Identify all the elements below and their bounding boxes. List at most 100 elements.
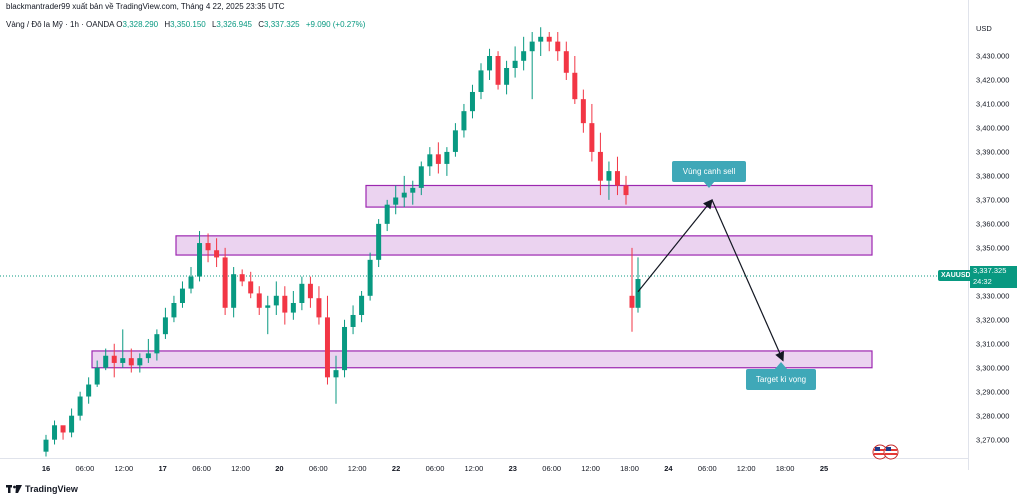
candle-body	[179, 288, 185, 303]
candle-body	[111, 355, 117, 363]
candle-body	[376, 223, 382, 260]
time-tick: 12:00	[464, 464, 484, 473]
zones-layer	[91, 184, 873, 369]
price-tick: 3,300.000	[976, 363, 1010, 373]
time-tick: 06:00	[542, 464, 562, 473]
time-tick: 20	[275, 464, 284, 473]
candle-body	[521, 51, 527, 61]
candle-body	[350, 314, 356, 327]
candle-body	[410, 187, 416, 193]
candle-body	[538, 36, 544, 42]
time-tick: 06:00	[75, 464, 95, 473]
candle-body	[401, 192, 407, 198]
footer-brand[interactable]: TradingView	[6, 484, 78, 494]
candle-body	[529, 41, 535, 52]
candle-body	[69, 415, 75, 433]
us-events-icon[interactable]	[872, 444, 900, 460]
candle-body	[256, 293, 262, 308]
candle-body	[94, 367, 100, 385]
price-tick: 3,290.000	[976, 387, 1010, 397]
price-tick: 3,270.000	[976, 435, 1010, 445]
candle-body	[324, 317, 330, 378]
candle-body	[495, 56, 501, 85]
target-callout-pointer	[775, 362, 787, 369]
candle-body	[188, 276, 194, 289]
candle-body	[546, 36, 552, 42]
symbol-description[interactable]: Vàng / Đô la Mỹ · 1h · OANDA	[6, 20, 115, 29]
publisher-line: blackmantrader99 xuất bản về TradingView…	[6, 2, 285, 11]
time-tick: 06:00	[425, 464, 445, 473]
candle-body	[461, 111, 467, 131]
time-tick: 23	[508, 464, 517, 473]
candle-body	[555, 41, 561, 52]
candle-body	[427, 154, 433, 167]
time-tick: 12:00	[581, 464, 600, 473]
candle-body	[52, 425, 58, 440]
candle-body	[614, 171, 620, 186]
price-axis[interactable]	[968, 0, 1024, 470]
price-tick: 3,430.000	[976, 51, 1010, 61]
candle-body	[307, 283, 313, 299]
candle-body	[86, 384, 92, 397]
candle-body	[282, 295, 288, 313]
target-callout[interactable]: Target kì vọng	[746, 369, 816, 390]
time-tick: 06:00	[192, 464, 211, 473]
candles-layer	[43, 27, 641, 457]
candle-body	[384, 204, 390, 224]
candle-body	[299, 283, 305, 303]
candle-body	[273, 295, 279, 306]
candle-body	[469, 91, 475, 112]
candle-body	[580, 99, 586, 124]
candle-body	[120, 358, 126, 363]
price-zone[interactable]	[91, 350, 873, 369]
ohlc-legend: Vàng / Đô la Mỹ · 1h · OANDA O3,328.290 …	[6, 20, 369, 29]
symbol-price-tag: XAUUSD	[938, 270, 974, 281]
candle-body	[478, 70, 484, 92]
candle-body	[128, 358, 134, 366]
close-value: 3,337.325	[264, 20, 300, 29]
candle-body	[60, 425, 66, 433]
last-price-tag: 3,337.325 24:32	[970, 266, 1017, 288]
candle-body	[231, 274, 237, 308]
time-tick: 22	[391, 464, 401, 473]
candle-body	[316, 298, 322, 318]
open-value: 3,328.290	[122, 20, 159, 29]
candle-body	[597, 151, 603, 181]
time-tick: 24	[664, 464, 673, 473]
change-value: +9.090 (+0.27%)	[305, 20, 366, 29]
price-tick: 3,320.000	[976, 315, 1010, 325]
currency-label[interactable]: USD	[976, 24, 992, 33]
time-axis[interactable]	[0, 458, 968, 473]
price-tick: 3,420.000	[976, 75, 1010, 85]
candle-body	[367, 259, 373, 296]
candle-body	[197, 243, 203, 277]
price-tick: 3,390.000	[976, 147, 1010, 157]
price-tick: 3,350.000	[976, 243, 1010, 253]
price-tick: 3,280.000	[976, 411, 1010, 421]
time-tick: 06:00	[697, 464, 717, 473]
sell-zone-callout[interactable]: Vùng canh sell	[672, 161, 746, 182]
candle-body	[43, 439, 49, 452]
projection-arrow[interactable]	[711, 199, 784, 362]
candle-body	[265, 305, 271, 308]
price-tick: 3,400.000	[976, 123, 1010, 133]
time-tick: 12:00	[736, 464, 756, 473]
projection-arrow[interactable]	[637, 198, 713, 293]
candle-body	[418, 166, 424, 188]
last-price-value: 3,337.325	[973, 266, 1007, 275]
time-tick: 18:00	[620, 464, 639, 473]
price-tick: 3,330.000	[976, 291, 1010, 301]
candle-body	[171, 302, 177, 318]
candle-body	[572, 72, 578, 100]
candle-body	[444, 151, 450, 164]
time-tick: 25	[819, 464, 829, 473]
low-value: 3,326.945	[216, 20, 252, 29]
candle-body	[487, 56, 493, 71]
candle-body	[333, 370, 339, 378]
price-zone[interactable]	[365, 184, 873, 208]
candle-body	[623, 185, 629, 196]
high-value: 3,350.150	[170, 20, 206, 29]
low-label: L	[211, 20, 217, 29]
price-zone[interactable]	[175, 235, 873, 256]
